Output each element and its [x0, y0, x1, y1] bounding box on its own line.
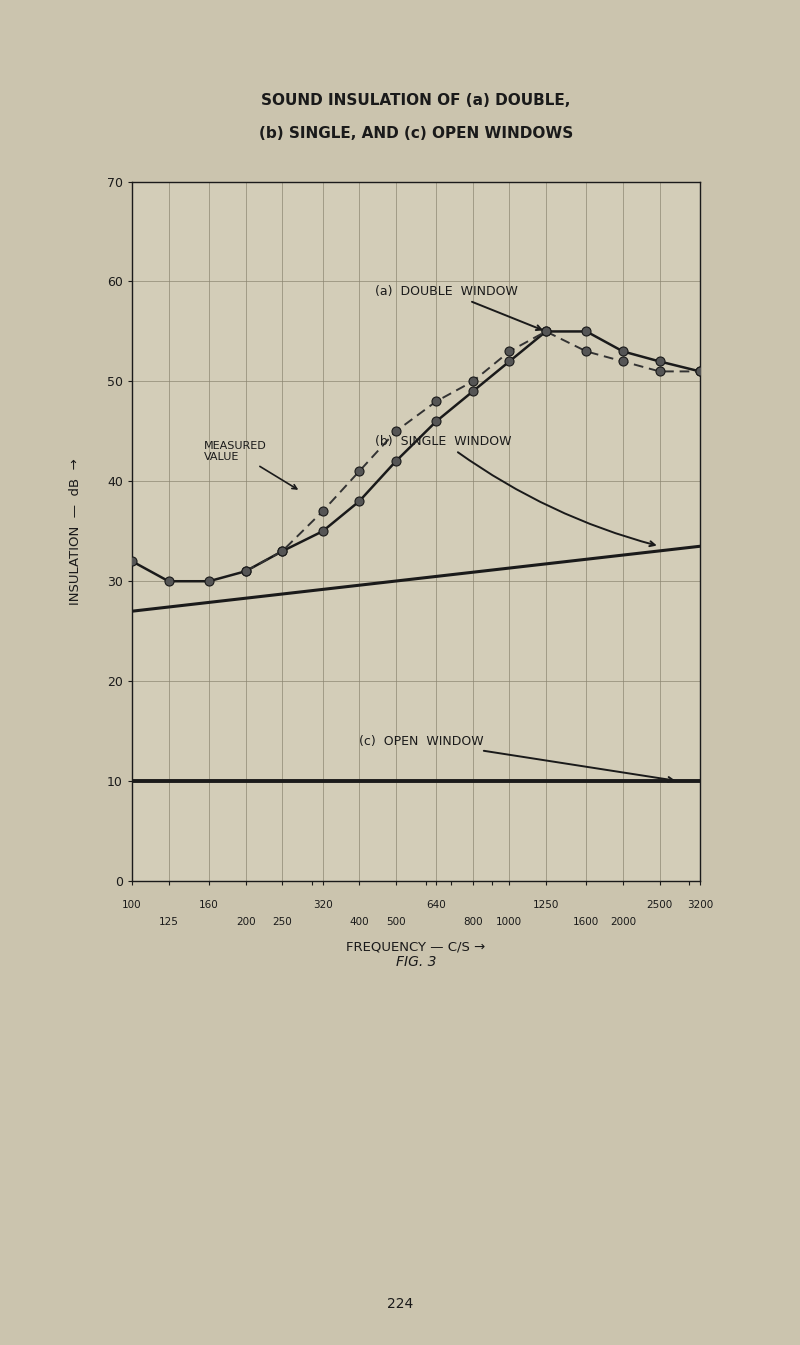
Text: 250: 250: [272, 917, 292, 927]
Text: SOUND INSULATION OF (a) DOUBLE,: SOUND INSULATION OF (a) DOUBLE,: [262, 93, 570, 108]
Text: 160: 160: [199, 900, 219, 911]
Text: 224: 224: [387, 1298, 413, 1311]
Text: 400: 400: [350, 917, 369, 927]
Text: 800: 800: [463, 917, 482, 927]
Text: 2000: 2000: [610, 917, 636, 927]
Text: 320: 320: [313, 900, 333, 911]
Text: INSULATION  —  dB  →: INSULATION — dB →: [69, 457, 82, 605]
Text: 100: 100: [122, 900, 142, 911]
Text: 3200: 3200: [687, 900, 713, 911]
Text: 2500: 2500: [646, 900, 673, 911]
Text: (b)  SINGLE  WINDOW: (b) SINGLE WINDOW: [375, 434, 654, 546]
Text: (c)  OPEN  WINDOW: (c) OPEN WINDOW: [359, 734, 674, 781]
Text: 1600: 1600: [574, 917, 599, 927]
Text: FREQUENCY — C/S →: FREQUENCY — C/S →: [346, 940, 486, 954]
Text: FIG. 3: FIG. 3: [396, 955, 436, 968]
Text: MEASURED
VALUE: MEASURED VALUE: [204, 441, 297, 488]
Text: 125: 125: [158, 917, 178, 927]
Text: 200: 200: [236, 917, 255, 927]
Text: (b) SINGLE, AND (c) OPEN WINDOWS: (b) SINGLE, AND (c) OPEN WINDOWS: [259, 126, 573, 141]
Text: (a)  DOUBLE  WINDOW: (a) DOUBLE WINDOW: [375, 285, 542, 330]
Text: 1250: 1250: [533, 900, 559, 911]
Text: 500: 500: [386, 917, 406, 927]
Text: 640: 640: [426, 900, 446, 911]
Text: 1000: 1000: [496, 917, 522, 927]
